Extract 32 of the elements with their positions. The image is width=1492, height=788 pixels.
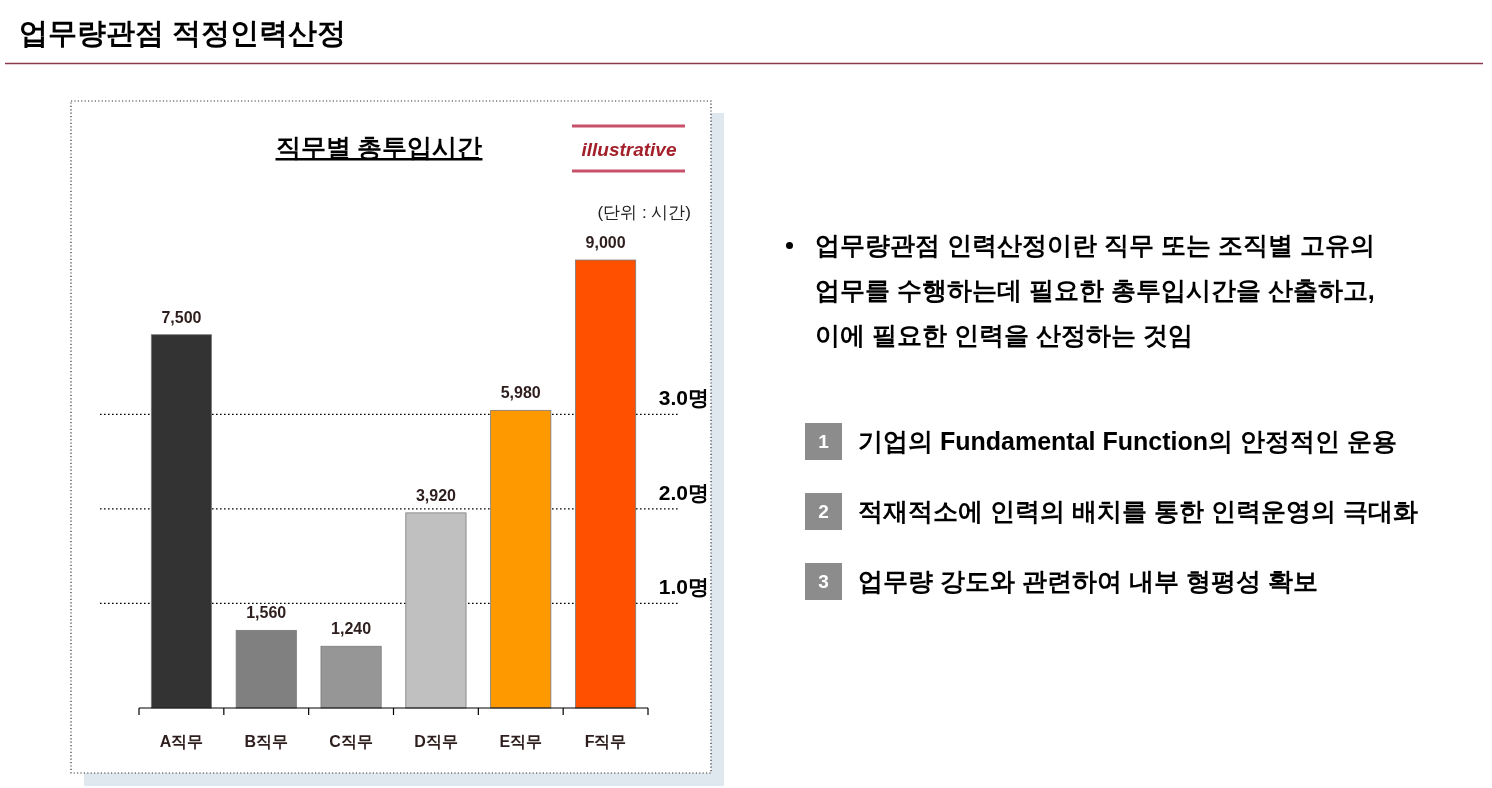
data-label: 9,000 bbox=[585, 234, 626, 252]
x-tick-label: F직무 bbox=[584, 733, 627, 750]
text: illustrative bbox=[581, 139, 677, 160]
ref-line-label: 1.0명 bbox=[658, 575, 709, 599]
bar bbox=[235, 629, 297, 709]
bar bbox=[490, 409, 552, 709]
text: 기업의 Fundamental Function의 안정적인 운용 bbox=[858, 426, 1397, 457]
ref-line-label: 3.0명 bbox=[658, 386, 709, 410]
bar bbox=[575, 259, 637, 709]
data-label: 5,980 bbox=[500, 384, 541, 402]
x-tick-label: A직무 bbox=[159, 733, 204, 750]
data-label: 3,920 bbox=[415, 486, 457, 504]
data-label: 1,560 bbox=[246, 604, 287, 622]
number-box: 2 bbox=[805, 493, 842, 530]
ref-line-label: 2.0명 bbox=[658, 480, 709, 504]
text: 업무량 강도와 관련하여 내부 형평성 확보 bbox=[858, 566, 1318, 597]
text: 적재적소에 인력의 배치를 통한 인력운영의 극대화 bbox=[858, 496, 1418, 527]
bar bbox=[320, 645, 382, 709]
text: 업무량관점 인력산정이란 직무 또는 조직별 고유의 업무를 수행하는데 필요한 총투입시간을 산출하고, 이에 필요한 인력을 산정하는 것임 bbox=[815, 230, 1376, 351]
bar bbox=[405, 512, 467, 709]
x-tick-label: B직무 bbox=[244, 733, 289, 750]
data-label: 7,500 bbox=[161, 308, 202, 326]
number-box: 3 bbox=[805, 563, 842, 600]
x-tick-label: E직무 bbox=[499, 733, 543, 750]
text: (단위 : 시간) bbox=[597, 203, 691, 222]
x-tick-label: D직무 bbox=[414, 733, 458, 750]
x-tick-label: C직무 bbox=[329, 733, 373, 750]
data-label: 1,240 bbox=[331, 620, 372, 638]
number-box: 1 bbox=[805, 423, 842, 460]
chart-subtitle: 직무별 총투입시간 bbox=[275, 133, 483, 161]
bar bbox=[150, 334, 212, 709]
chart-title: 업무량관점 적정인력산정 bbox=[19, 17, 347, 49]
